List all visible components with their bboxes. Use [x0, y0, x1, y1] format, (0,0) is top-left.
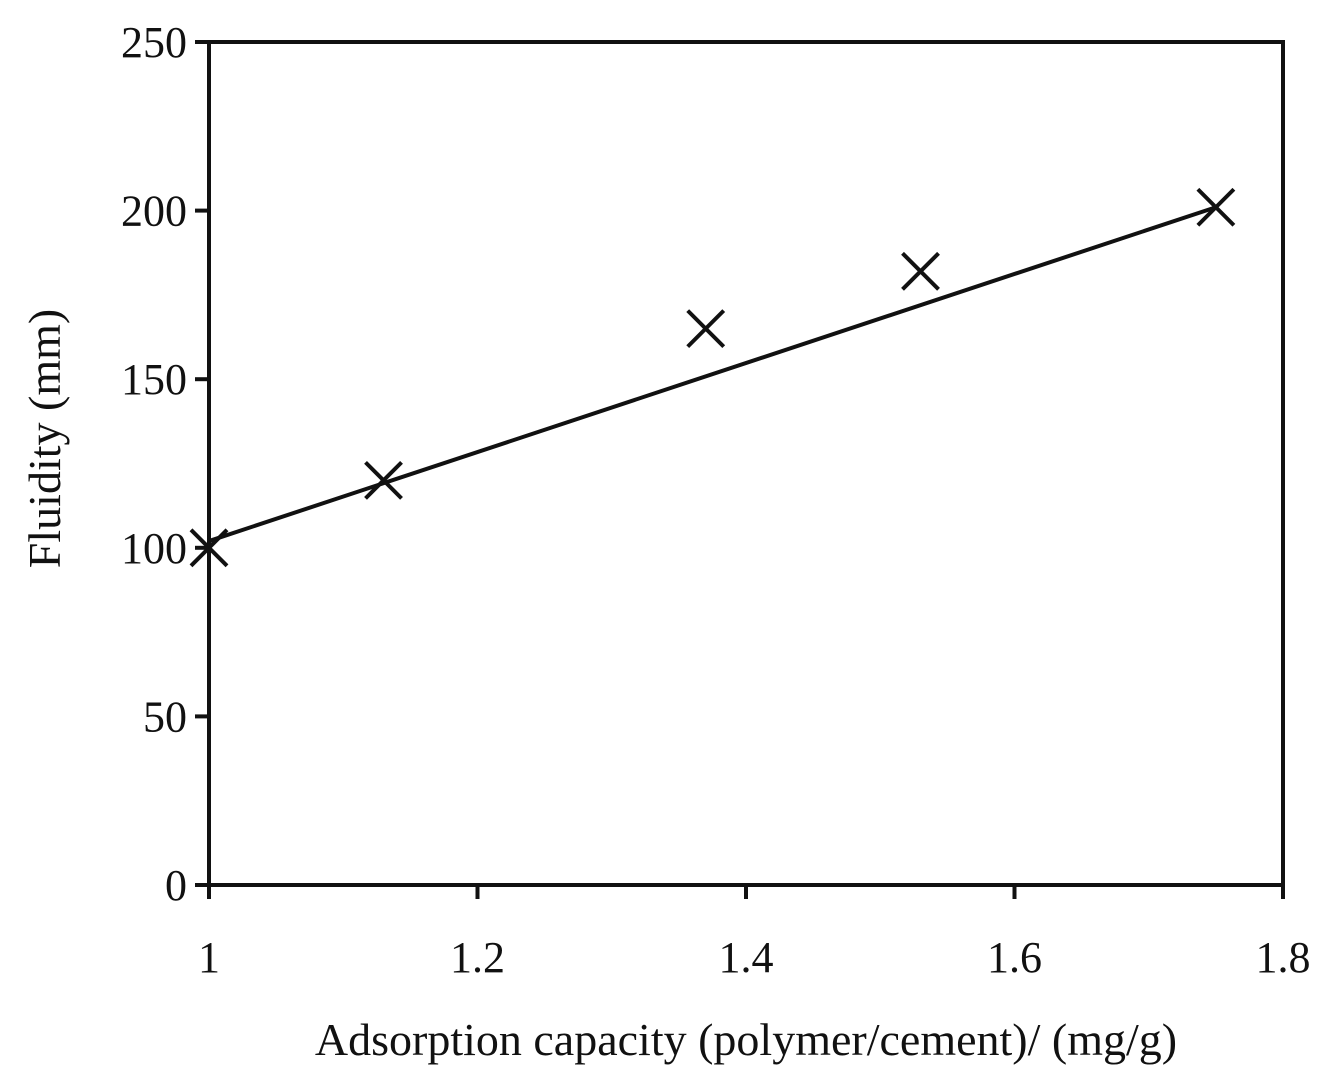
data-point	[686, 309, 726, 349]
y-tick-label: 100	[121, 524, 187, 573]
data-point	[189, 528, 229, 568]
data-point-stroke	[189, 528, 229, 568]
trendline-layer	[207, 205, 1218, 544]
y-tick-label: 0	[165, 861, 187, 910]
data-points-layer	[189, 187, 1236, 568]
x-tick-label: 1.2	[450, 933, 505, 982]
data-point-stroke	[901, 251, 940, 291]
x-tick-label: 1.6	[987, 933, 1042, 982]
y-axis-title: Fluidity (mm)	[19, 309, 70, 568]
x-tick-label: 1.4	[719, 933, 774, 982]
data-point-stroke	[686, 309, 726, 349]
data-point	[364, 460, 403, 500]
y-tick-label: 200	[121, 187, 187, 236]
x-axis-title: Adsorption capacity (polymer/cement)/ (m…	[315, 1014, 1177, 1065]
plot-frame	[207, 40, 1285, 887]
y-tick-label: 150	[121, 355, 187, 404]
data-point-stroke	[364, 460, 403, 500]
ticks-layer: 0 50 100 150 200 250 1 1.2 1.4 1.6 1.8	[121, 18, 1311, 982]
x-tick-label: 1	[198, 933, 220, 982]
data-point-stroke	[1196, 187, 1236, 227]
trendline	[207, 205, 1218, 544]
data-point	[901, 251, 940, 291]
axes-layer	[207, 40, 1285, 887]
y-tick-label: 50	[143, 692, 187, 741]
y-tick-label: 250	[121, 18, 187, 67]
data-point	[1196, 187, 1236, 227]
x-tick-label: 1.8	[1256, 933, 1311, 982]
